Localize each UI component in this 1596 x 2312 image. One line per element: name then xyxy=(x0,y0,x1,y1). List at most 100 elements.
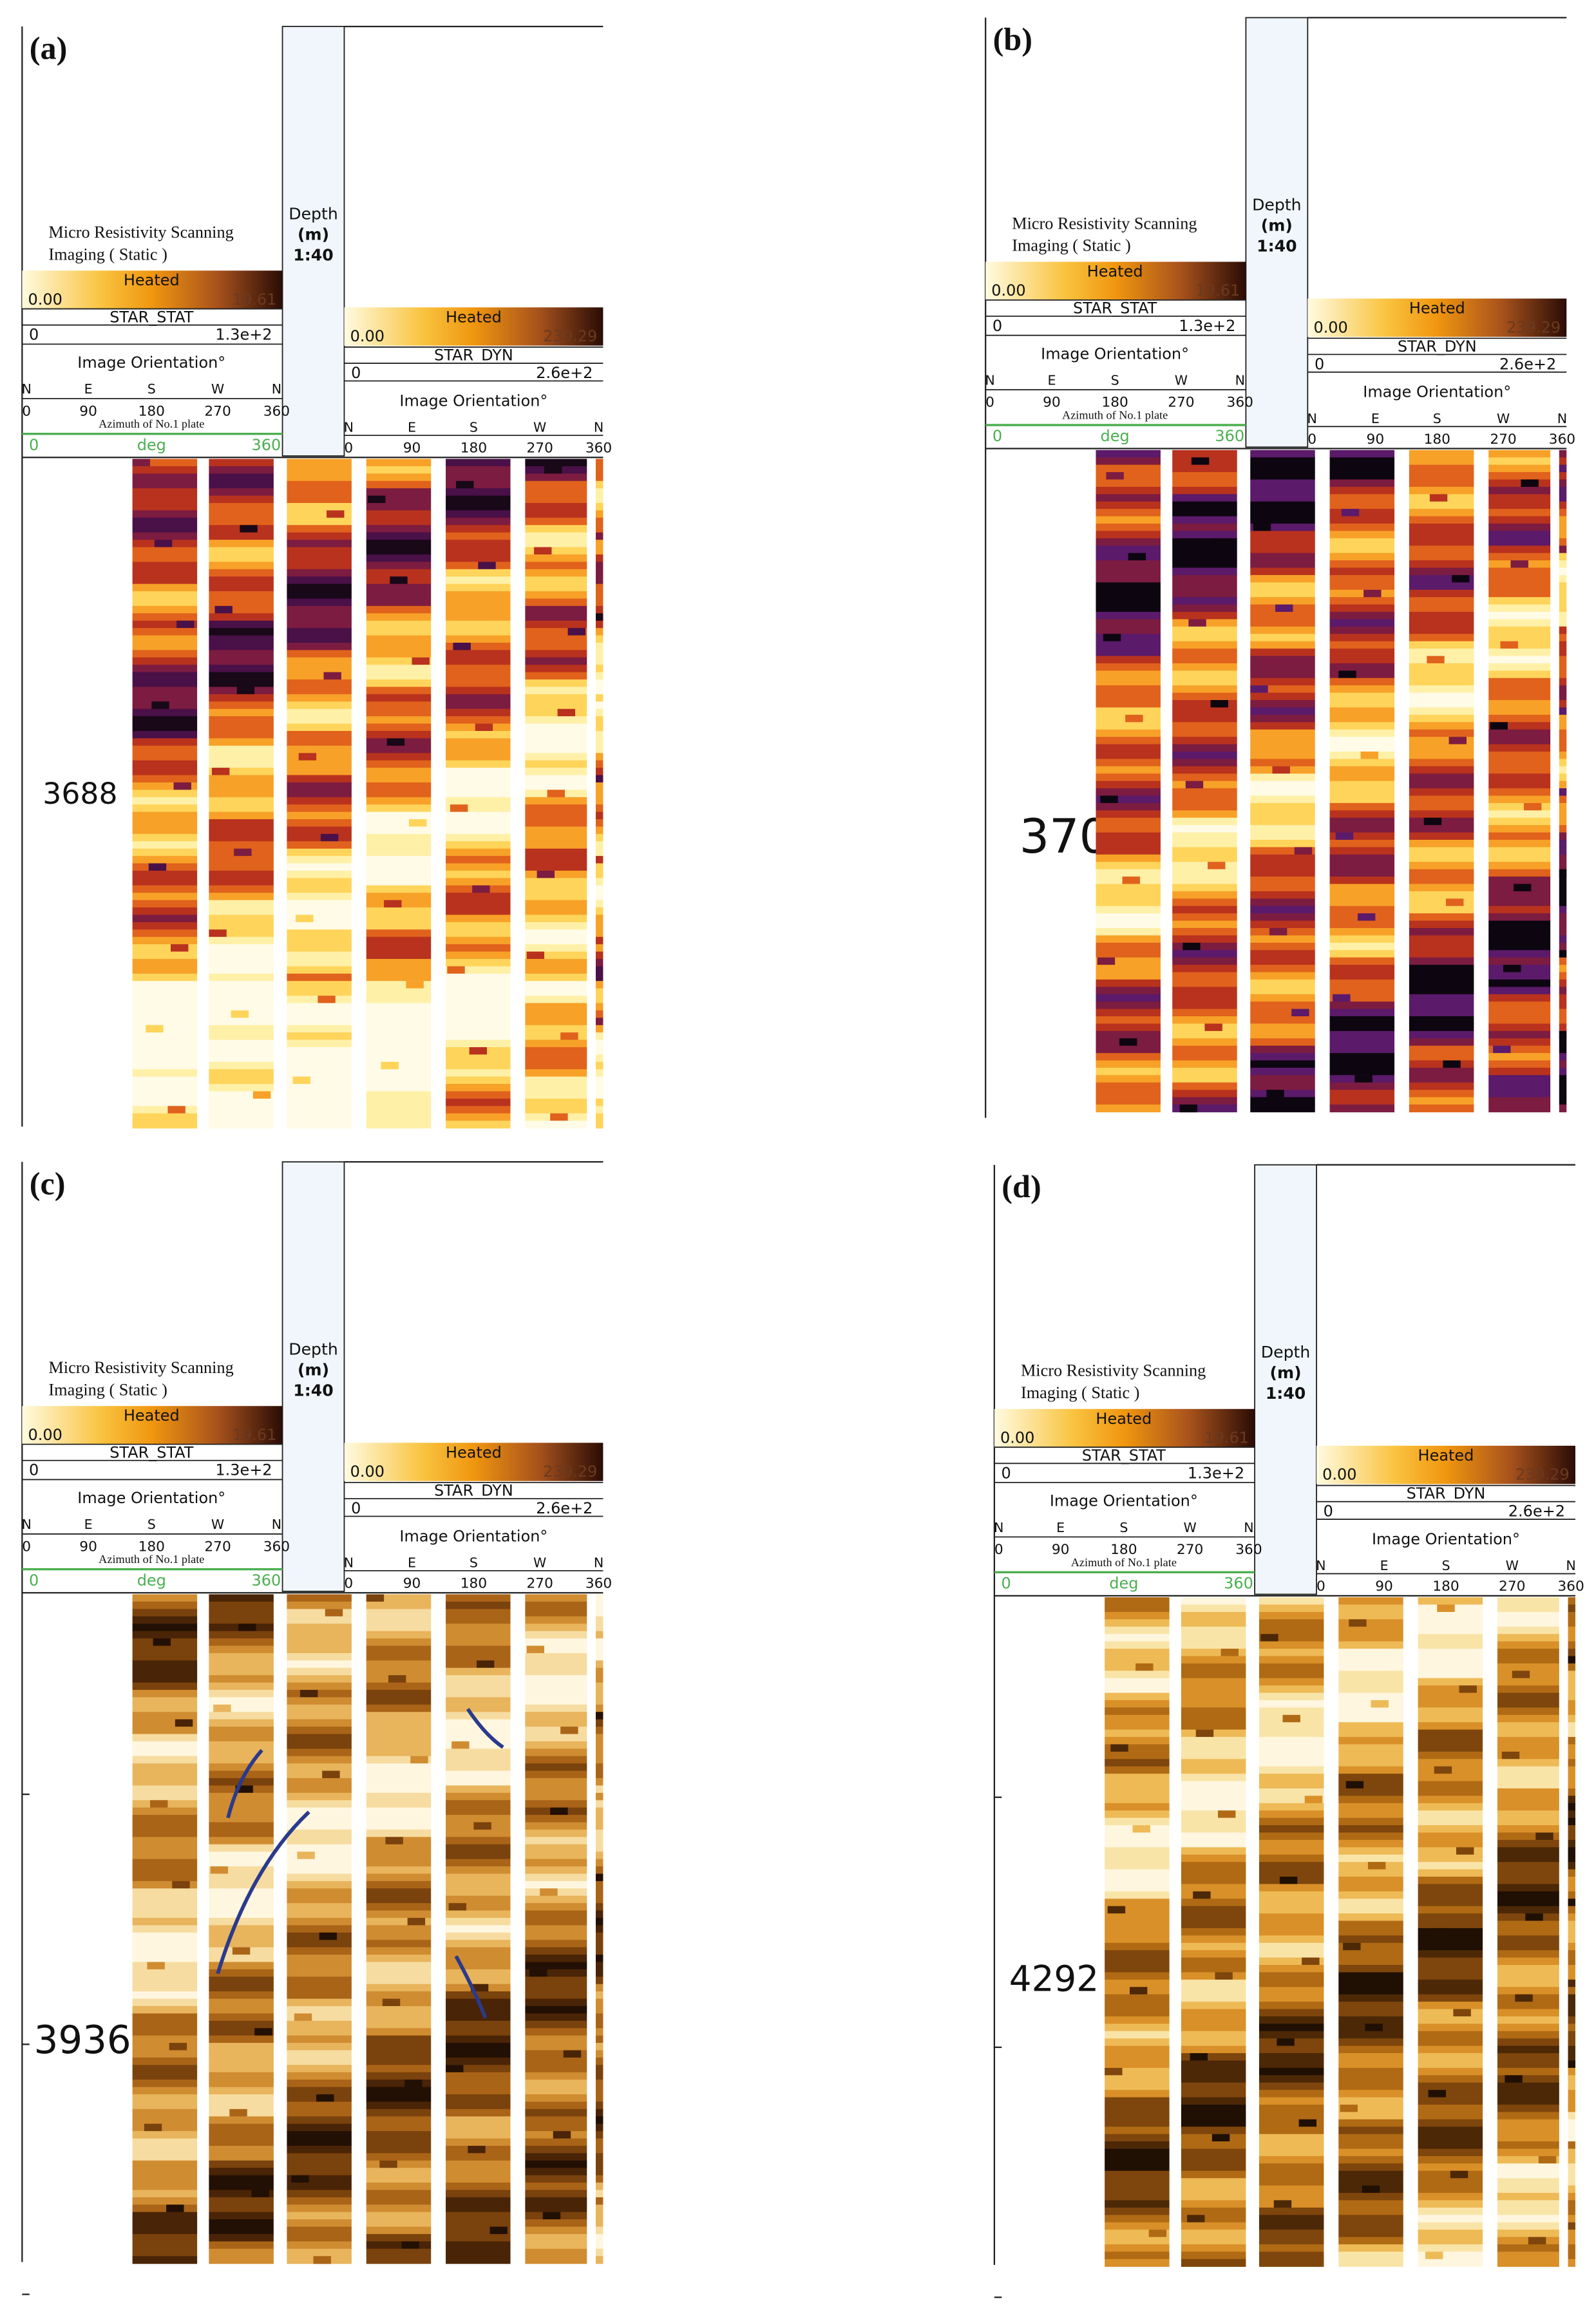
image-row xyxy=(1181,1854,1246,1862)
image-row xyxy=(1172,714,1237,723)
image-row xyxy=(1172,950,1237,958)
image-row xyxy=(525,503,587,511)
image-row xyxy=(1409,1001,1474,1010)
image-row xyxy=(1329,1045,1395,1054)
image-row xyxy=(287,973,352,981)
image-row xyxy=(1259,1692,1324,1701)
image-row xyxy=(1418,1965,1483,1973)
image-row xyxy=(1096,729,1161,737)
image-row xyxy=(446,996,511,1004)
image-row xyxy=(446,613,511,621)
image-row xyxy=(1568,1604,1575,1613)
image-row xyxy=(1250,994,1315,1002)
image-row xyxy=(366,2233,432,2242)
image-patch xyxy=(456,480,474,489)
image-patch xyxy=(1559,545,1567,554)
image-row xyxy=(1181,1796,1246,1804)
image-row xyxy=(1559,486,1567,495)
image-row xyxy=(366,914,432,923)
image-patch xyxy=(240,525,258,533)
image-row xyxy=(209,1032,274,1041)
image-row xyxy=(1418,2097,1483,2105)
orientation-title: Image Orientation° xyxy=(1372,1530,1520,1548)
image-row xyxy=(1338,1744,1403,1752)
trace xyxy=(466,1708,504,1749)
image-row xyxy=(209,708,274,717)
image-row xyxy=(1181,1817,1246,1826)
image-row xyxy=(446,1084,511,1092)
image-row xyxy=(1096,1001,1161,1010)
image-row xyxy=(366,2131,432,2139)
image-row xyxy=(132,2233,198,2242)
image-row xyxy=(1488,501,1551,509)
image-row xyxy=(1105,2134,1170,2142)
image-row xyxy=(209,2145,274,2154)
image-row xyxy=(209,833,274,842)
image-patch xyxy=(595,1873,603,1882)
image-row xyxy=(1338,1788,1403,1797)
image-row xyxy=(287,1998,352,2007)
image-row xyxy=(1259,1759,1324,1767)
image-patch xyxy=(1282,1714,1300,1723)
image-row xyxy=(446,1837,511,1845)
image-patch xyxy=(595,2116,603,2125)
image-row xyxy=(366,1660,432,1669)
range-min: 0 xyxy=(29,326,39,344)
image-row xyxy=(595,1925,603,1933)
image-row xyxy=(1497,2148,1559,2157)
image-row xyxy=(525,723,587,732)
image-row xyxy=(132,1895,198,1904)
image-row xyxy=(595,966,603,974)
image-patch xyxy=(1304,1796,1323,1804)
image-row xyxy=(366,922,432,930)
image-row xyxy=(287,745,352,753)
image-row xyxy=(525,635,587,643)
image-row xyxy=(1105,2259,1170,2267)
image-row xyxy=(1409,840,1474,848)
image-patch xyxy=(296,914,314,923)
image-row xyxy=(1409,891,1474,900)
image-row xyxy=(1329,729,1395,737)
image-row xyxy=(1497,1597,1559,1606)
image-row xyxy=(1409,1009,1474,1017)
image-row xyxy=(1488,898,1551,907)
image-row xyxy=(1568,1839,1575,1848)
image-row xyxy=(209,922,274,930)
image-row xyxy=(1250,545,1315,554)
image-patch xyxy=(211,768,230,776)
image-row xyxy=(1497,2251,1559,2260)
image-row xyxy=(287,1873,352,1882)
image-row xyxy=(525,1018,587,1026)
image-row xyxy=(525,988,587,996)
image-row xyxy=(132,1076,198,1085)
image-row xyxy=(1418,2090,1483,2098)
image-patch xyxy=(254,2028,272,2036)
image-row xyxy=(525,907,587,916)
image-row xyxy=(1105,1935,1170,1944)
image-row xyxy=(287,811,352,820)
image-row xyxy=(1418,1891,1483,1899)
image-row xyxy=(1105,2156,1170,2165)
image-row xyxy=(287,547,352,555)
image-row xyxy=(525,2028,587,2036)
image-row xyxy=(1338,2045,1403,2054)
image-row xyxy=(1181,1722,1246,1730)
image-row xyxy=(1181,1950,1246,1958)
image-row xyxy=(595,1917,603,1926)
image-row xyxy=(1250,641,1315,649)
image-row xyxy=(366,856,432,864)
image-row xyxy=(1181,1972,1246,1980)
image-row xyxy=(132,1763,198,1772)
image-row xyxy=(446,958,511,967)
image-row xyxy=(446,2020,511,2029)
image-row xyxy=(132,1098,198,1107)
image-row xyxy=(1497,2134,1559,2142)
image-row xyxy=(366,2168,432,2176)
image-row xyxy=(525,672,587,680)
image-row xyxy=(1409,987,1474,995)
image-row xyxy=(1559,597,1567,605)
depth-label: 3688 xyxy=(43,777,117,811)
image-row xyxy=(1181,2156,1246,2165)
image-row xyxy=(209,1792,274,1801)
image-row xyxy=(1172,737,1237,745)
